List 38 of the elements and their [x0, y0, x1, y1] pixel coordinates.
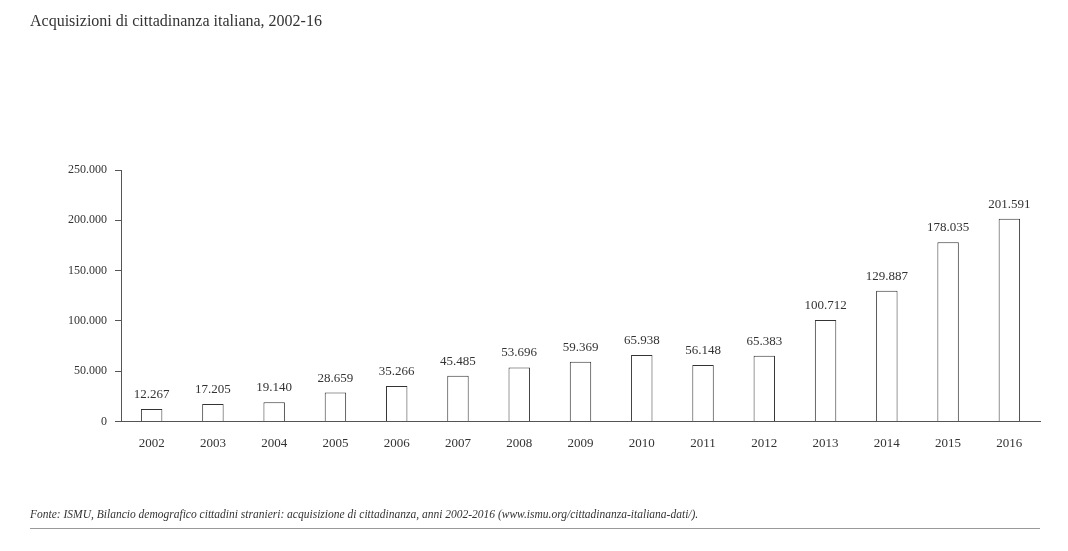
y-tick-label: 50.000	[74, 363, 107, 378]
x-tick-label: 2005	[322, 434, 349, 450]
data-label: 19.140	[256, 379, 293, 395]
x-tick-label: 2007	[444, 434, 472, 450]
source-note: Fonte: ISMU, Bilancio demografico cittadini stranieri: acquisizione di cittadinanza, anni 2002-2016 (www.ismu.org/cittadinanza-italiana-dati/).	[30, 508, 699, 520]
data-label: 201.591	[988, 195, 1031, 211]
data-label: 129.887	[865, 267, 909, 283]
x-tick-label: 2003	[199, 434, 226, 450]
y-tick-label: 250.000	[68, 162, 107, 177]
data-label: 65.383	[746, 332, 783, 348]
y-tick-label: 150.000	[68, 262, 107, 277]
data-label: 59.369	[562, 338, 599, 354]
x-tick-label: 2002	[138, 434, 165, 450]
data-label: 178.035	[926, 219, 970, 235]
x-tick-label: 2009	[567, 434, 594, 450]
y-tick-label: 0	[101, 413, 107, 428]
y-tick-label: 100.000	[68, 313, 107, 327]
y-tick-label: 200.000	[68, 212, 107, 227]
x-tick-label: 2012	[751, 434, 778, 450]
data-label: 35.266	[378, 362, 416, 378]
data-label: 53.696	[501, 344, 538, 360]
x-tick-label: 2015	[935, 434, 962, 450]
data-label: 28.659	[317, 369, 354, 385]
x-tick-label: 2011	[690, 434, 716, 450]
data-label: 12.267	[133, 385, 171, 401]
x-tick-label: 2010	[628, 434, 655, 450]
data-label: 17.205	[195, 381, 231, 397]
x-tick-label: 2004	[261, 434, 288, 450]
data-label: 100.712	[804, 297, 847, 313]
x-tick-label: 2016	[996, 434, 1023, 450]
chart-title: Acquisizioni di cittadinanza italiana, 2002-16	[30, 12, 322, 30]
x-tick-label: 2013	[812, 434, 839, 450]
x-tick-label: 2014	[873, 434, 901, 450]
data-label: 56.148	[685, 341, 721, 357]
x-tick-label: 2008	[506, 434, 533, 450]
data-label: 65.938	[623, 332, 660, 348]
data-label: 45.485	[440, 352, 476, 368]
x-tick-label: 2006	[383, 434, 411, 450]
